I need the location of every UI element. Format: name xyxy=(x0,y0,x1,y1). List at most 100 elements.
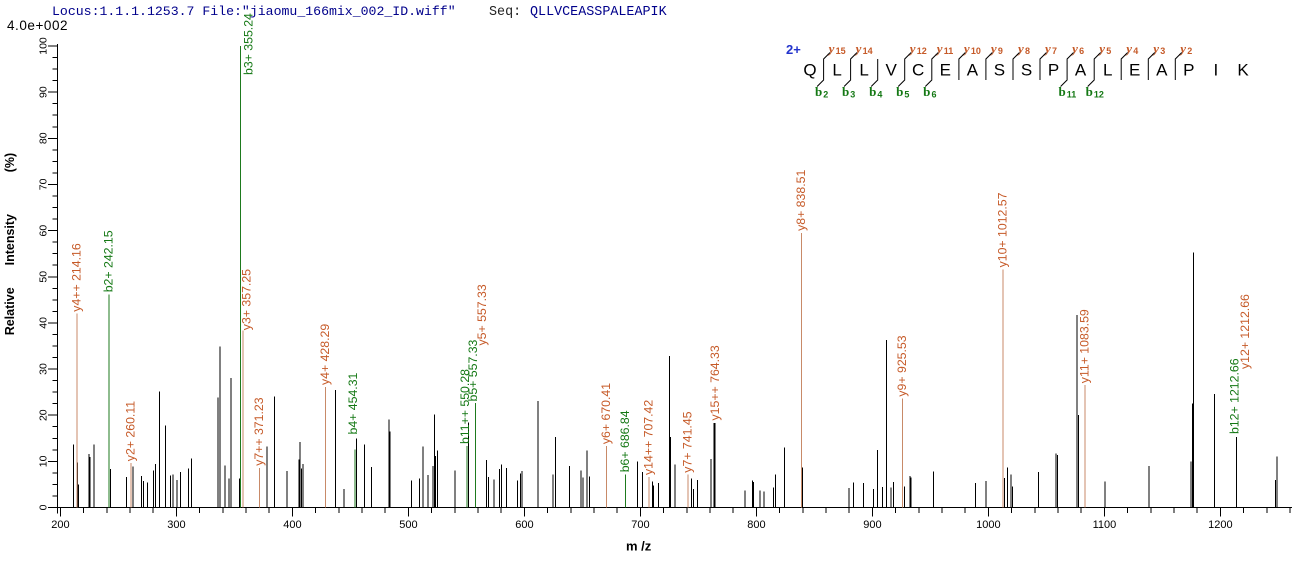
svg-text:b: b xyxy=(1086,84,1093,99)
svg-text:V: V xyxy=(886,61,898,80)
svg-text:I: I xyxy=(1214,61,1219,80)
svg-text:4.0e+002: 4.0e+002 xyxy=(7,18,68,33)
svg-text:500: 500 xyxy=(399,519,417,531)
svg-text:y15++ 764.33: y15++ 764.33 xyxy=(708,345,722,420)
svg-text:10: 10 xyxy=(38,455,50,467)
svg-text:0: 0 xyxy=(38,504,50,510)
svg-text:12: 12 xyxy=(1094,90,1104,100)
svg-text:C: C xyxy=(912,61,924,80)
svg-text:2: 2 xyxy=(823,90,828,100)
svg-text:y: y xyxy=(1097,41,1105,56)
svg-text:y: y xyxy=(908,41,916,56)
svg-text:800: 800 xyxy=(747,519,765,531)
svg-text:100: 100 xyxy=(38,37,50,55)
svg-text:y11+ 1083.59: y11+ 1083.59 xyxy=(1078,309,1092,383)
svg-text:300: 300 xyxy=(167,519,185,531)
svg-text:b6+ 686.84: b6+ 686.84 xyxy=(618,410,632,472)
svg-text:y: y xyxy=(854,41,862,56)
svg-text:Seq:: Seq: xyxy=(489,5,521,20)
svg-text:b: b xyxy=(869,84,876,99)
svg-text:E: E xyxy=(1129,61,1140,80)
svg-text:60: 60 xyxy=(38,225,50,237)
svg-text:y12+ 1212.66: y12+ 1212.66 xyxy=(1238,294,1252,369)
svg-text:b: b xyxy=(842,84,849,99)
svg-text:S: S xyxy=(994,61,1005,80)
svg-text:1200: 1200 xyxy=(1208,519,1232,531)
svg-text:y5+ 557.33: y5+ 557.33 xyxy=(475,284,489,345)
svg-text:y: y xyxy=(1124,41,1132,56)
svg-text:P: P xyxy=(1183,61,1194,80)
svg-text:6: 6 xyxy=(1079,46,1084,56)
svg-text:12: 12 xyxy=(917,46,927,56)
svg-text:90: 90 xyxy=(38,86,50,98)
svg-text:Q: Q xyxy=(803,61,816,80)
svg-text:y2+ 260.11: y2+ 260.11 xyxy=(123,401,137,461)
svg-text:15: 15 xyxy=(836,46,846,56)
svg-text:5: 5 xyxy=(1106,46,1111,56)
svg-text:11: 11 xyxy=(944,46,954,56)
svg-text:400: 400 xyxy=(283,519,301,531)
svg-text:E: E xyxy=(940,61,951,80)
svg-text:4: 4 xyxy=(877,90,882,100)
svg-text:11: 11 xyxy=(1067,90,1077,100)
svg-text:L: L xyxy=(859,61,868,80)
svg-text:14: 14 xyxy=(863,46,873,56)
svg-text:(%): (%) xyxy=(3,153,17,172)
svg-text:b: b xyxy=(815,84,822,99)
svg-text:80: 80 xyxy=(38,132,50,144)
svg-text:y9+ 925.53: y9+ 925.53 xyxy=(895,335,909,396)
svg-text:Intensity: Intensity xyxy=(3,214,17,265)
svg-text:y4+ 428.29: y4+ 428.29 xyxy=(318,324,332,385)
svg-text:7: 7 xyxy=(1052,46,1057,56)
svg-text:y: y xyxy=(1070,41,1078,56)
svg-text:y4++ 214.16: y4++ 214.16 xyxy=(69,243,83,312)
svg-text:5: 5 xyxy=(904,90,909,100)
svg-text:y: y xyxy=(989,41,997,56)
svg-text:700: 700 xyxy=(631,519,649,531)
svg-text:600: 600 xyxy=(515,519,533,531)
svg-text:y6+ 670.41: y6+ 670.41 xyxy=(599,383,613,444)
svg-text:b11++ 550.28: b11++ 550.28 xyxy=(458,369,472,444)
svg-text:y: y xyxy=(827,41,835,56)
svg-text:b: b xyxy=(923,84,930,99)
svg-text:L: L xyxy=(1103,61,1112,80)
svg-text:QLLVCEASSPALEAPIK: QLLVCEASSPALEAPIK xyxy=(530,5,668,20)
svg-text:y: y xyxy=(1016,41,1024,56)
svg-text:8: 8 xyxy=(1025,46,1030,56)
svg-text:30: 30 xyxy=(38,363,50,375)
svg-text:b4+ 454.31: b4+ 454.31 xyxy=(346,372,360,434)
svg-text:b12+ 1212.66: b12+ 1212.66 xyxy=(1228,358,1242,434)
svg-text:y10+ 1012.57: y10+ 1012.57 xyxy=(996,192,1010,267)
svg-text:2+: 2+ xyxy=(786,42,801,57)
svg-text:9: 9 xyxy=(998,46,1003,56)
svg-text:Locus:1.1.1.1253.7 File:"jiaom: Locus:1.1.1.1253.7 File:"jiaomu_166mix_0… xyxy=(52,4,456,19)
svg-text:Relative: Relative xyxy=(3,287,17,335)
svg-text:y8+ 838.51: y8+ 838.51 xyxy=(794,170,808,231)
svg-text:2: 2 xyxy=(1187,46,1192,56)
svg-text:A: A xyxy=(1075,61,1087,80)
svg-text:K: K xyxy=(1237,61,1249,80)
svg-text:y7+ 741.45: y7+ 741.45 xyxy=(681,411,695,472)
svg-text:b: b xyxy=(1058,84,1065,99)
svg-text:1100: 1100 xyxy=(1093,519,1117,531)
svg-text:4: 4 xyxy=(1133,46,1138,56)
svg-text:y7++ 371.23: y7++ 371.23 xyxy=(252,397,266,466)
svg-text:20: 20 xyxy=(38,409,50,421)
svg-text:y14++ 707.42: y14++ 707.42 xyxy=(642,400,656,475)
svg-text:40: 40 xyxy=(38,317,50,329)
svg-text:50: 50 xyxy=(38,271,50,283)
svg-text:10: 10 xyxy=(971,46,981,56)
svg-text:y: y xyxy=(1151,41,1159,56)
svg-text:y: y xyxy=(935,41,943,56)
svg-text:900: 900 xyxy=(863,519,881,531)
svg-text:y: y xyxy=(1043,41,1051,56)
svg-text:A: A xyxy=(967,61,979,80)
svg-text:P: P xyxy=(1048,61,1059,80)
svg-text:b5+ 557.33: b5+ 557.33 xyxy=(466,339,480,401)
svg-text:1000: 1000 xyxy=(976,519,1000,531)
svg-text:b3+ 355.24: b3+ 355.24 xyxy=(242,13,256,75)
svg-text:y3+ 357.25: y3+ 357.25 xyxy=(240,269,254,330)
svg-text:b: b xyxy=(896,84,903,99)
svg-text:6: 6 xyxy=(932,90,937,100)
svg-text:200: 200 xyxy=(51,519,69,531)
